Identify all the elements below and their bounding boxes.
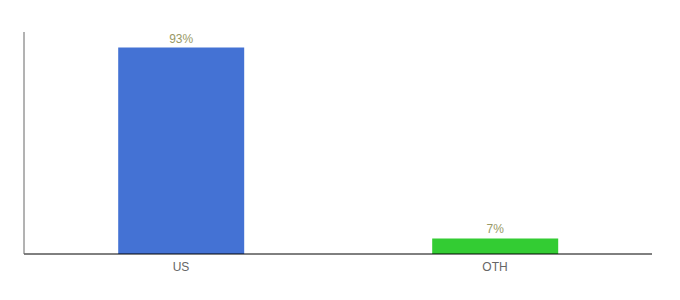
svg-text:US: US [173,260,190,274]
svg-text:7%: 7% [487,222,505,236]
svg-text:OTH: OTH [482,260,507,274]
svg-text:93%: 93% [169,32,193,46]
